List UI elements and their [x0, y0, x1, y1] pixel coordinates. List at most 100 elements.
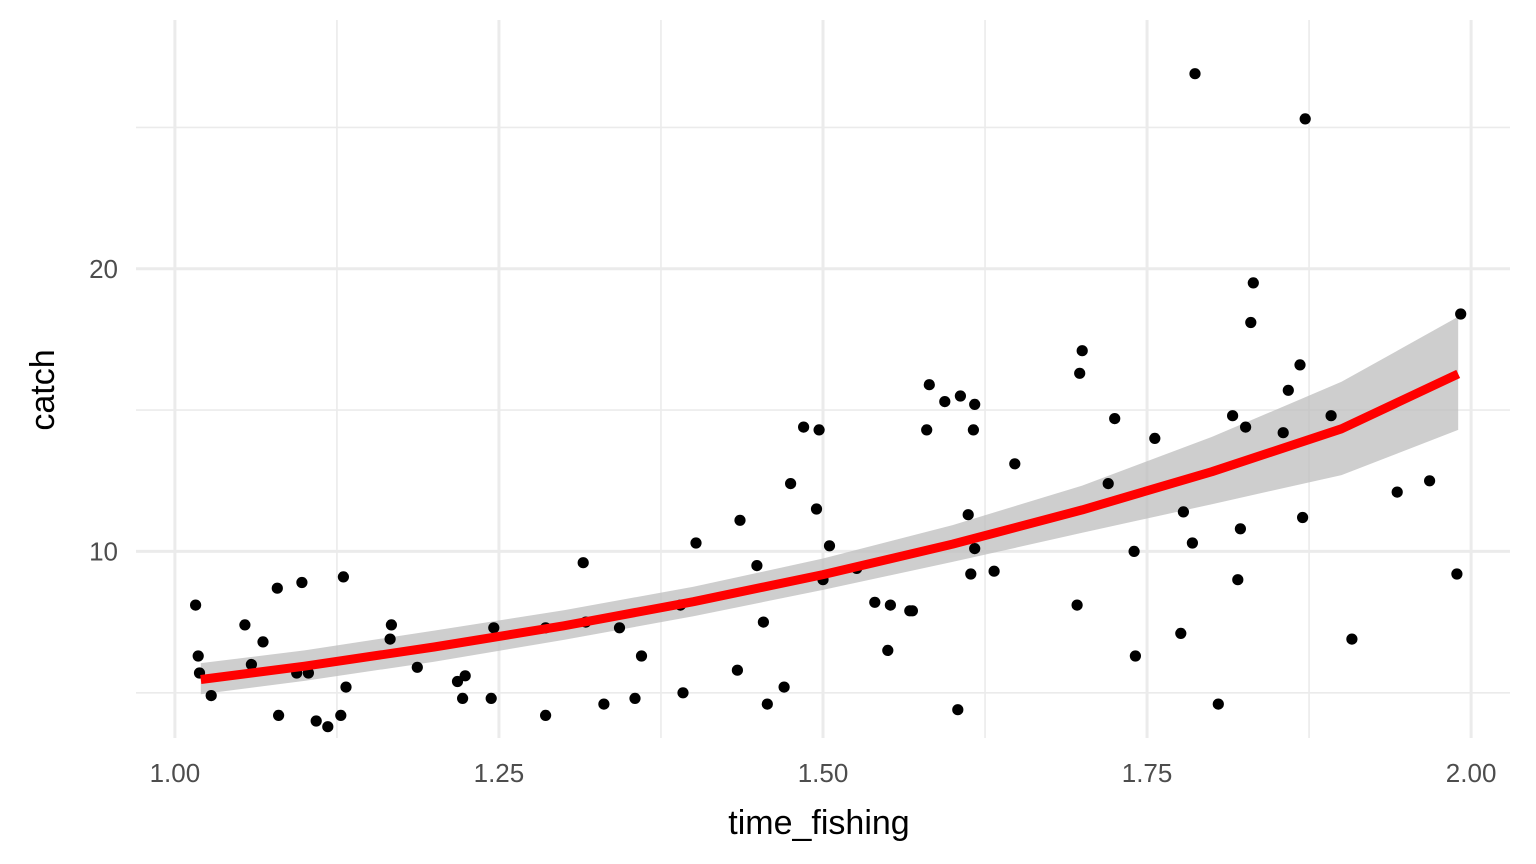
- data-point: [823, 540, 836, 552]
- data-point: [411, 661, 423, 673]
- data-point: [192, 650, 204, 662]
- data-point: [1149, 432, 1161, 444]
- data-point: [921, 424, 933, 436]
- y-axis-title: catch: [24, 349, 62, 430]
- data-point: [734, 514, 746, 526]
- y-axis-ticks: 10 20: [89, 254, 118, 567]
- data-point: [205, 690, 217, 702]
- data-point: [757, 616, 770, 628]
- data-point: [459, 670, 471, 682]
- data-point: [969, 398, 981, 410]
- data-point: [813, 424, 825, 436]
- data-point: [245, 658, 257, 671]
- data-point: [613, 622, 626, 634]
- data-point: [335, 709, 347, 722]
- data-point: [273, 709, 285, 722]
- data-point: [731, 664, 744, 676]
- y-tick-label: 10: [89, 536, 118, 566]
- confidence-band-layer: [200, 316, 1459, 695]
- data-point: [677, 687, 689, 699]
- data-point: [1294, 359, 1306, 371]
- data-point: [1451, 568, 1463, 580]
- data-point: [598, 698, 610, 710]
- data-point: [906, 605, 919, 617]
- data-point: [778, 681, 790, 693]
- data-point: [939, 396, 951, 408]
- data-point: [271, 582, 283, 594]
- data-point: [296, 576, 308, 589]
- data-point: [1129, 650, 1141, 662]
- data-point: [965, 568, 977, 580]
- x-tick-label: 2.00: [1446, 758, 1497, 788]
- x-tick-label: 1.00: [150, 758, 201, 788]
- data-point: [488, 622, 500, 634]
- x-axis-ticks: 1.00 1.25 1.50 1.75 2.00: [150, 758, 1497, 788]
- data-point: [337, 571, 349, 583]
- data-point: [810, 503, 823, 515]
- data-point: [1240, 421, 1252, 433]
- x-tick-label: 1.50: [798, 758, 849, 788]
- data-point: [451, 675, 464, 688]
- data-point: [629, 692, 641, 705]
- data-point: [1277, 427, 1289, 439]
- x-tick-label: 1.25: [474, 758, 525, 788]
- data-point: [635, 650, 648, 662]
- data-point: [1424, 475, 1436, 487]
- data-point: [239, 619, 251, 631]
- fit-line: [200, 369, 1461, 684]
- data-point: [1102, 478, 1114, 490]
- data-point: [1009, 458, 1021, 470]
- data-point: [485, 692, 497, 705]
- data-point: [1247, 277, 1259, 289]
- data-point: [1245, 316, 1257, 329]
- data-point: [1109, 413, 1121, 425]
- x-axis-title: time_fishing: [728, 804, 909, 842]
- data-point: [257, 636, 269, 648]
- data-point: [1212, 698, 1224, 710]
- data-point: [761, 698, 773, 710]
- data-points: [190, 68, 1467, 733]
- x-tick-label: 1.75: [1122, 758, 1173, 788]
- data-point: [1227, 410, 1239, 422]
- data-point: [954, 390, 967, 402]
- data-point: [1189, 68, 1201, 80]
- data-point: [1074, 367, 1086, 379]
- data-point: [751, 560, 763, 572]
- grid-lines: [136, 20, 1510, 738]
- data-point: [310, 715, 322, 727]
- data-point: [1186, 537, 1198, 549]
- data-point: [1175, 627, 1187, 640]
- data-point: [884, 599, 897, 611]
- y-tick-label: 20: [89, 254, 118, 284]
- data-point: [540, 709, 552, 722]
- data-point: [690, 537, 702, 549]
- data-point: [1177, 506, 1189, 518]
- data-point: [1076, 345, 1088, 357]
- confidence-band: [200, 316, 1459, 695]
- data-point: [785, 478, 797, 490]
- data-point: [1391, 486, 1403, 498]
- data-point: [385, 619, 397, 631]
- data-point: [969, 543, 981, 555]
- data-point: [322, 721, 334, 733]
- data-point: [923, 379, 935, 391]
- data-point: [457, 692, 469, 705]
- data-point: [384, 633, 396, 645]
- data-point: [1455, 308, 1467, 320]
- data-point: [1282, 384, 1294, 396]
- data-point: [1297, 511, 1309, 524]
- data-point: [798, 421, 810, 433]
- data-point: [1128, 545, 1140, 558]
- fit-line-layer: [200, 369, 1461, 684]
- data-point: [882, 644, 894, 657]
- data-point: [967, 424, 980, 436]
- data-point: [1234, 523, 1246, 535]
- data-point: [340, 681, 352, 693]
- data-point: [952, 704, 964, 716]
- data-point: [962, 509, 974, 521]
- data-point: [1325, 410, 1337, 422]
- data-point: [1071, 599, 1083, 611]
- data-point: [190, 599, 202, 611]
- data-point: [577, 557, 589, 569]
